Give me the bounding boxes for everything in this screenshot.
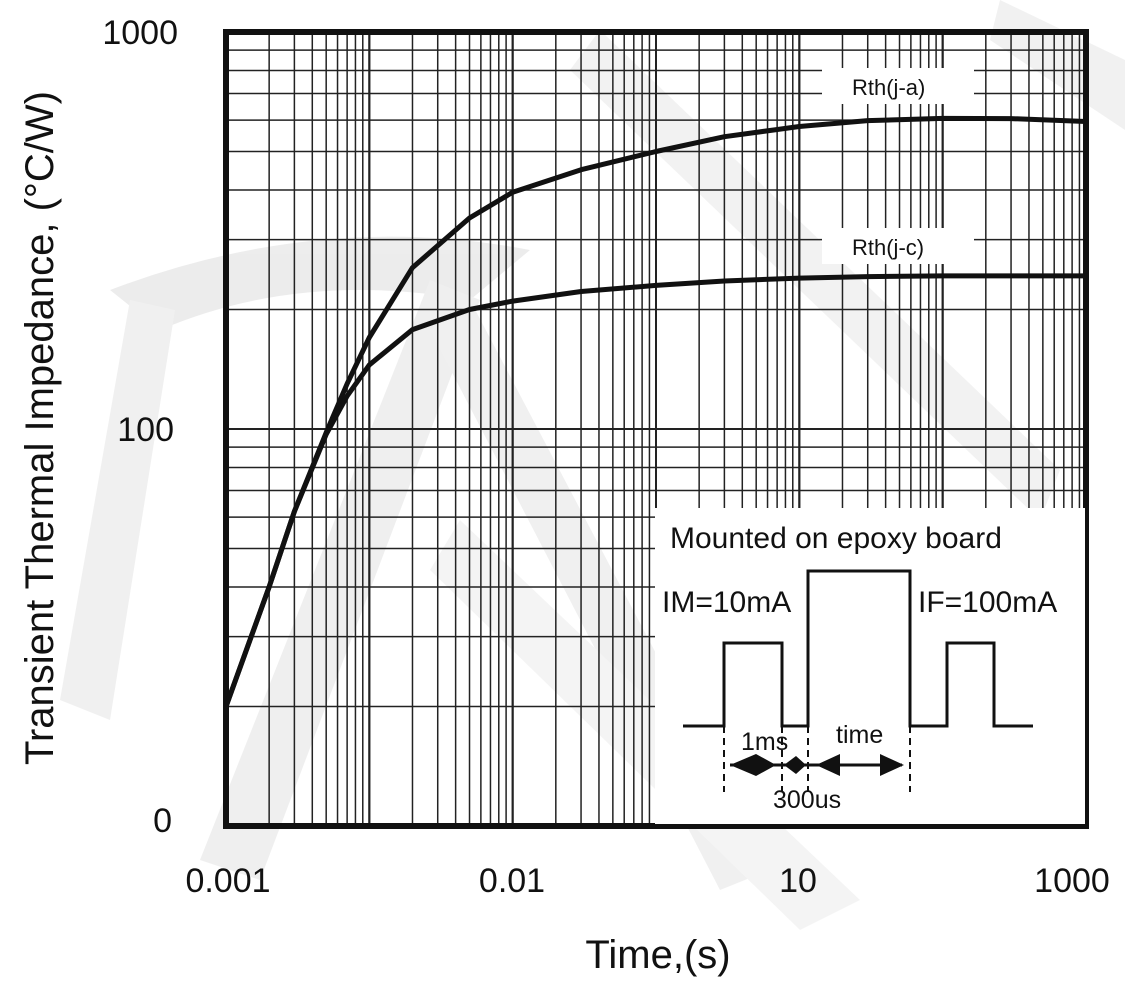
x-tick-label: 0.001	[185, 862, 270, 900]
y-tick-label: 1000	[102, 14, 178, 52]
pulse-300us-label: 300us	[773, 786, 841, 814]
if-label: IF=100mA	[918, 586, 1057, 619]
series-line-rth-jc	[223, 273, 1089, 709]
pulse-1ms-label: 1ms	[741, 728, 788, 756]
curves	[223, 115, 1089, 709]
x-tick-labels: 0.001 0.01 10 1000	[185, 862, 1109, 900]
y-tick-label: 0	[153, 802, 172, 840]
dimension-arrows	[730, 754, 904, 776]
x-axis-title: Time,(s)	[585, 933, 730, 977]
series-label-rth-ja: Rth(j-a)	[852, 75, 925, 100]
series-label-rth-jc: Rth(j-c)	[852, 235, 924, 260]
plot-frame	[223, 29, 1089, 829]
x-tick-label: 10	[779, 862, 817, 900]
x-tick-label: 0.01	[479, 862, 545, 900]
x-tick-label: 1000	[1034, 862, 1110, 900]
inset-title: Mounted on epoxy board	[670, 522, 1002, 555]
pulse-waveform	[683, 569, 1033, 728]
im-label: IM=10mA	[662, 586, 791, 619]
inset-background	[655, 508, 1085, 824]
y-tick-label: 100	[117, 411, 174, 449]
measurement-inset: Mounted on epoxy board IM=10mA IF=100mA …	[655, 508, 1085, 824]
pulse-time-label: time	[836, 721, 883, 749]
y-axis-title: Transient Thermal Impedance, (°C/W)	[18, 91, 62, 765]
y-tick-labels: 1000 100 0	[102, 14, 178, 840]
